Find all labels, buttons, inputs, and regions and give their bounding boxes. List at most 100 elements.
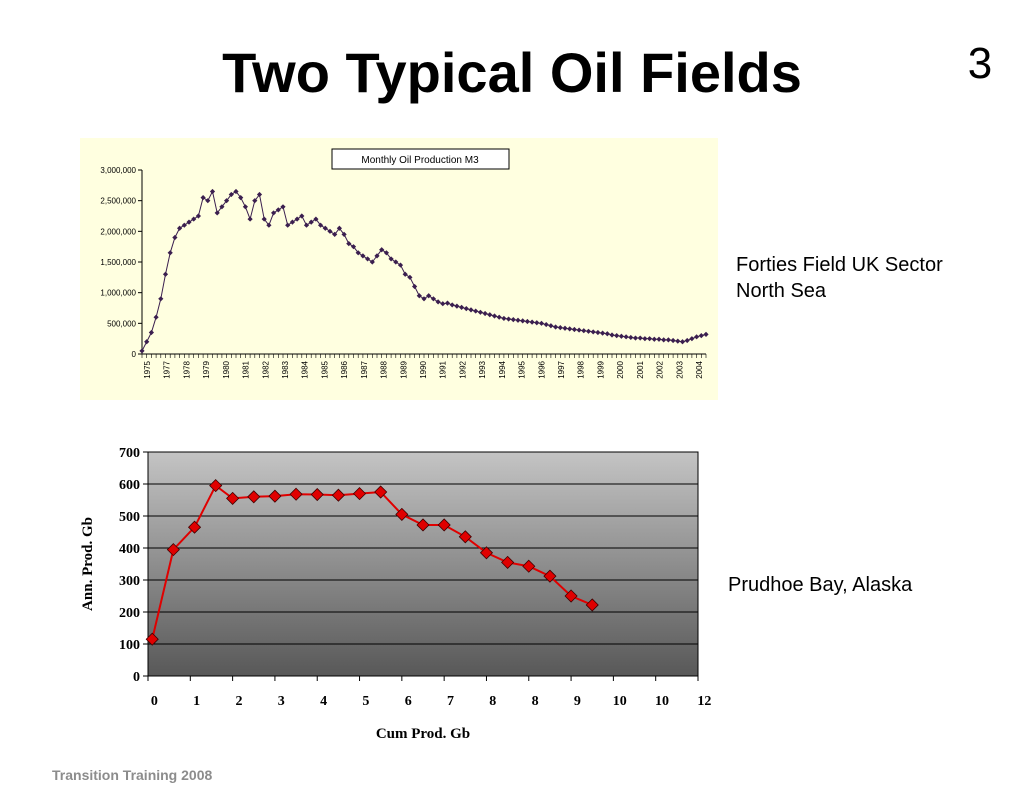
chart1-data-point: [336, 225, 342, 231]
chart1-data-point: [360, 253, 366, 259]
chart2-data-point: [310, 487, 324, 502]
prudhoe-caption: Prudhoe Bay, Alaska: [728, 574, 913, 596]
chart1-data-point: [482, 310, 488, 317]
chart1-data-point: [205, 198, 211, 204]
chart1-data-point: [177, 225, 183, 231]
chart2-x-tick-label: 10: [613, 694, 627, 709]
chart1-data-point: [195, 213, 201, 219]
chart1-x-tick-label: 1997: [557, 360, 566, 378]
chart1-x-tick-label: 1981: [242, 360, 251, 378]
chart1-data-point: [421, 296, 427, 302]
chart2-data-point: [226, 491, 240, 505]
chart1-x-tick-label: 1975: [143, 360, 152, 378]
chart1-data-point: [346, 241, 352, 247]
chart1-y-tick-label: 2,000,000: [100, 227, 136, 236]
chart2-data-point: [458, 530, 472, 544]
chart1-data-point: [623, 334, 629, 340]
chart2-data-point: [585, 598, 599, 612]
chart2-data-point: [352, 487, 367, 501]
chart1-data-point: [412, 283, 418, 290]
chart2-data-point: [166, 543, 180, 557]
chart1-data-point: [238, 195, 244, 201]
forties-caption: Forties Field UK Sector North Sea: [736, 252, 943, 304]
chart1-data-point: [562, 325, 568, 331]
chart1-data-point: [684, 337, 690, 344]
chart2-data-point: [416, 518, 430, 532]
chart1-x-tick-label: 1994: [498, 360, 507, 378]
chart1-x-tick-label: 2002: [656, 360, 665, 378]
chart1-data-point: [219, 204, 225, 210]
chart2-x-tick-label: 8: [489, 694, 496, 709]
chart1-x-tick-label: 1983: [281, 360, 290, 378]
chart2-data-point: [268, 489, 282, 503]
chart1-x-tick-label: 1978: [182, 360, 191, 378]
chart1-x-tick-label: 1979: [202, 360, 211, 378]
chart2-ylabel: Ann. Prod. Gb: [80, 517, 96, 611]
slide-title: Two Typical Oil Fields: [222, 41, 802, 104]
chart2-x-tick-label: 0: [151, 694, 158, 709]
chart2-data-point: [289, 487, 303, 501]
chart1-x-tick-label: 1992: [458, 360, 467, 378]
chart1-data-point: [576, 327, 582, 333]
chart2-data-point: [437, 518, 451, 532]
chart1-data-point: [618, 333, 624, 339]
chart1-y-tick-label: 0: [132, 350, 137, 359]
chart2-data-point: [145, 632, 159, 646]
chart1-data-point: [233, 188, 239, 195]
chart1-data-point: [510, 317, 516, 323]
forties-caption-line-1: Forties Field UK Sector: [736, 254, 943, 276]
chart1-x-tick-label: 1999: [596, 360, 605, 378]
chart1-data-point: [299, 213, 305, 219]
chart2-data-point: [564, 589, 578, 603]
chart1-data-point: [379, 247, 385, 253]
chart2-x-tick-label: 6: [405, 694, 412, 709]
chart1-title-box: Monthly Oil Production M3: [331, 148, 510, 170]
chart1-data-point: [670, 337, 676, 344]
chart1-x-tick-label: 2004: [695, 360, 704, 378]
chart1-data-point: [289, 219, 295, 225]
chart1-data-point: [308, 219, 314, 225]
chart1-x-tick-label: 1977: [163, 360, 172, 378]
chart1-data-point: [463, 306, 469, 312]
chart1-data-point: [496, 314, 502, 320]
chart2-y-tick-label: 600: [119, 478, 140, 493]
chart1-data-point: [444, 300, 451, 306]
chart1-data-point: [543, 321, 549, 328]
footer-text: Transition Training 2008: [52, 767, 213, 783]
chart1-data-point: [148, 329, 154, 336]
chart1-data-point: [604, 331, 610, 337]
forties-production-chart: 0 500,000 1,000,000 1,500,000 2,000,000 2,500…: [80, 138, 718, 400]
chart1-data-point: [637, 335, 643, 341]
chart1-axes: 0 500,000 1,000,000 1,500,000 2,000,000 2,500…: [100, 166, 707, 379]
chart2-data-point: [187, 520, 202, 534]
chart1-data-point: [332, 231, 338, 237]
chart1-data-point: [501, 315, 507, 322]
chart1-data-point: [477, 309, 483, 315]
chart2-y-tick-label: 300: [119, 574, 140, 589]
chart1-data-point: [553, 324, 559, 330]
chart1-data-point: [365, 256, 371, 262]
chart1-data-point: [407, 274, 413, 280]
chart1-data-point: [172, 234, 178, 241]
chart1-data-point: [515, 317, 521, 323]
chart1-data-point: [628, 334, 634, 341]
chart1-data-point: [186, 219, 192, 225]
slide-number: 3: [967, 39, 993, 88]
chart1-data-point: [242, 204, 248, 210]
chart1-data-point: [383, 250, 389, 256]
chart2-plot-area: [147, 451, 699, 677]
chart1-x-tick-label: 1987: [360, 360, 369, 378]
chart1-data-point: [675, 338, 681, 344]
chart1-data-point: [275, 207, 281, 213]
chart2-data-point: [501, 555, 515, 569]
chart2-x-tick-label: 2: [235, 694, 242, 709]
chart1-x-tick-label: 2000: [616, 360, 625, 378]
chart1-title: Monthly Oil Production M3: [361, 155, 479, 166]
chart1-data-point: [600, 330, 606, 336]
chart1-y-tick-label: 1,500,000: [100, 258, 136, 267]
chart2-data-point: [331, 488, 345, 502]
chart1-data-point: [595, 329, 601, 336]
chart2-y-tick-label: 0: [133, 670, 140, 685]
chart1-data-point: [162, 271, 169, 277]
